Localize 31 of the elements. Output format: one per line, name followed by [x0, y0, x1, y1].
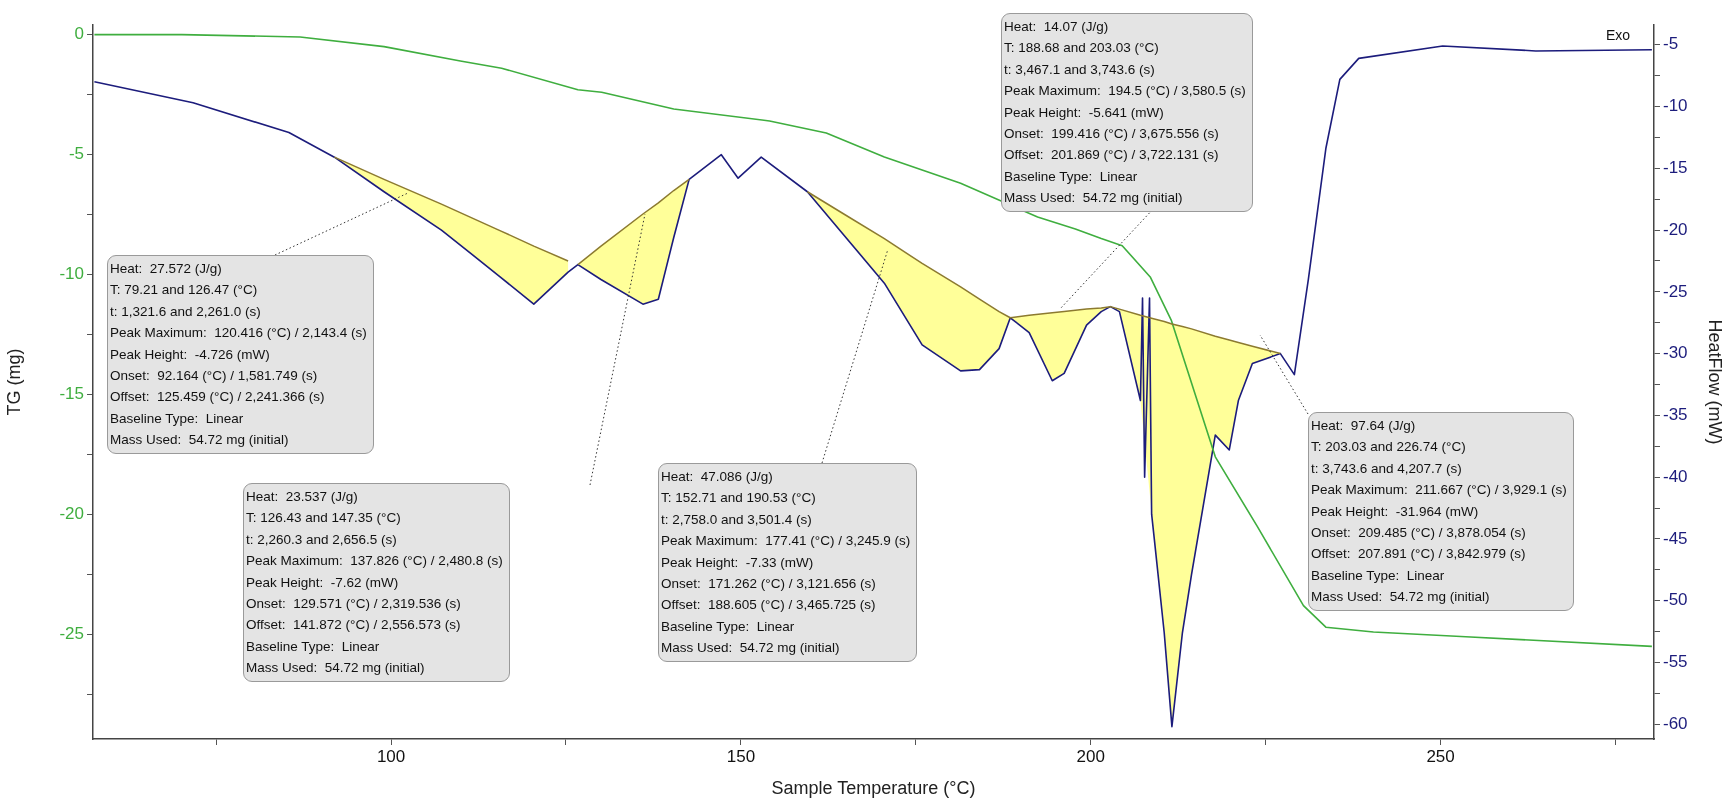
y2-tick-label: -20: [1663, 219, 1688, 239]
y-tick-label: -25: [59, 624, 84, 644]
y-tick-label: -20: [59, 504, 84, 524]
y-tick-label: -15: [59, 384, 84, 404]
y2-tick-label: -10: [1663, 96, 1688, 116]
y-tick-label: 0: [74, 24, 84, 44]
y2-tick-label: -25: [1663, 281, 1688, 301]
y2-tick-label: -45: [1663, 528, 1688, 548]
y2-tick-label: -60: [1663, 713, 1688, 733]
x-tick-label: 200: [1076, 746, 1105, 766]
y2-tick-label: -30: [1663, 343, 1688, 363]
text: Heat: 14.07 (J/g) T: 188.68 and 203.03 (°C) t: 3,467.1 and 3,743.6 (s) Peak Maximum: 194.5 (°C) / 3,580.5 (s) Peak Height: -5.641 (mW) Onset: 199.416 (°C) / 3,675.556 (s) Offset: 201.869 (°C) / 3,722.131 (s) Baseline Type: Linear Mass Used: 54.72 mg (initial): [1004, 19, 1246, 206]
y2-tick-label: -55: [1663, 652, 1688, 672]
y2-tick-label: -40: [1663, 466, 1688, 486]
y-tick-label: -10: [59, 264, 84, 284]
text: Heat: 27.572 (J/g) T: 79.21 and 126.47 (°C) t: 1,321.6 and 2,261.0 (s) Peak Maximum: 120.416 (°C) / 2,143.4 (s) Peak Height: -4.726 (mW) Onset: 92.164 (°C) / 1,581.749 (s) Offset: 125.459 (°C) / 2,241.366 (s) Baseline Type: Linear Mass Used: 54.72 mg (initial): [110, 261, 367, 448]
x-tick-label: 100: [376, 746, 406, 766]
x-tick-label: 150: [726, 746, 756, 766]
x-axis-title: Sample Temperature (°C): [771, 778, 976, 799]
y-tick-label: -5: [68, 144, 84, 164]
y2-axis-title: HeatFlow (mW): [1705, 319, 1726, 445]
annotation: Exo: [1606, 27, 1631, 43]
y2-tick-label: -50: [1663, 590, 1688, 610]
x-tick-label: 250: [1426, 746, 1455, 766]
text: Heat: 23.537 (J/g) T: 126.43 and 147.35 (°C) t: 2,260.3 and 2,656.5 (s) Peak Maximum: 137.826 (°C) / 2,480.8 (s) Peak Height: -7.62 (mW) Onset: 129.571 (°C) / 2,319.536 (s) Offset: 141.872 (°C) / 2,556.573 (s) Baseline Type: Linear Mass Used: 54.72 mg (initial): [246, 489, 503, 676]
y2-tick-label: -15: [1663, 157, 1688, 177]
y2-tick-label: -5: [1663, 34, 1679, 54]
text: Heat: 97.64 (J/g) T: 203.03 and 226.74 (°C) t: 3,743.6 and 4,207.7 (s) Peak Maximum: 211.667 (°C) / 3,929.1 (s) Peak Height: -31.964 (mW) Onset: 209.485 (°C) / 3,878.054 (s) Offset: 207.891 (°C) / 3,842.979 (s) Baseline Type: Linear Mass Used: 54.72 mg (initial): [1311, 418, 1567, 605]
y-axis-title: TG (mg): [3, 348, 24, 416]
text: Heat: 47.086 (J/g) T: 152.71 and 190.53 (°C) t: 2,758.0 and 3,501.4 (s) Peak Maximum: 177.41 (°C) / 3,245.9 (s) Peak Height: -7.33 (mW) Onset: 171.262 (°C) / 3,121.656 (s) Offset: 188.605 (°C) / 3,465.725 (s) Baseline Type: Linear Mass Used: 54.72 mg (initial): [661, 469, 911, 656]
y2-tick-label: -35: [1663, 405, 1688, 425]
